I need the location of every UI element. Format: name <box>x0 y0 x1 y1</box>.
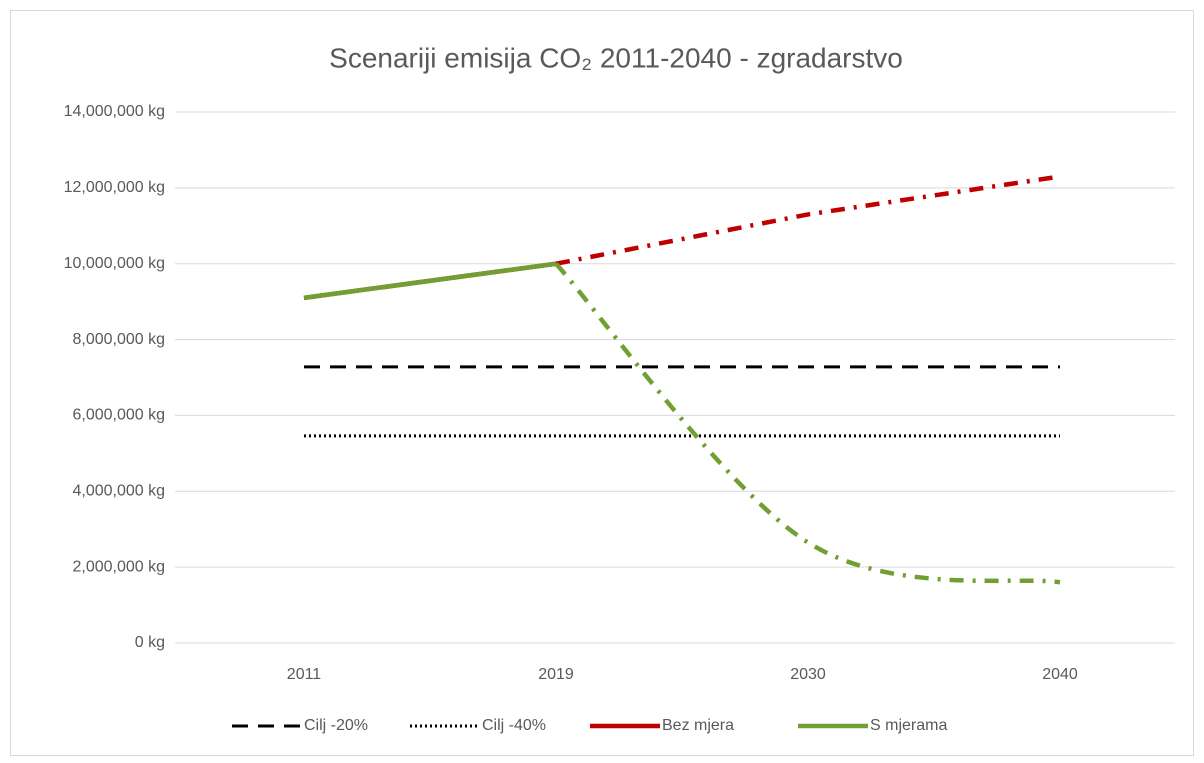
series-line-projection <box>554 262 1061 585</box>
legend-label: Bez mjera <box>662 717 734 734</box>
legend-label: Cilj -20% <box>304 717 368 734</box>
legend-label: Cilj -40% <box>482 717 546 734</box>
y-tick-label: 14,000,000 kg <box>64 103 165 120</box>
x-tick-label: 2011 <box>287 666 322 683</box>
y-tick-label: 0 kg <box>135 634 165 651</box>
chart-frame <box>10 10 1194 756</box>
y-tick-label: 12,000,000 kg <box>64 179 165 196</box>
y-tick-label: 8,000,000 kg <box>72 331 165 348</box>
legend-label: S mjerama <box>870 717 947 734</box>
chart-title: Scenariji emisija CO₂ 2011-2040 - zgrada… <box>329 42 903 73</box>
y-tick-label: 10,000,000 kg <box>64 255 165 272</box>
series-line-projection <box>555 174 1061 266</box>
y-tick-label: 4,000,000 kg <box>72 483 165 500</box>
y-tick-label: 6,000,000 kg <box>72 407 165 424</box>
x-tick-label: 2019 <box>538 666 574 683</box>
y-tick-label: 2,000,000 kg <box>72 558 165 575</box>
x-tick-label: 2040 <box>1042 666 1078 683</box>
series-line <box>303 261 557 301</box>
x-tick-label: 2030 <box>790 666 826 683</box>
